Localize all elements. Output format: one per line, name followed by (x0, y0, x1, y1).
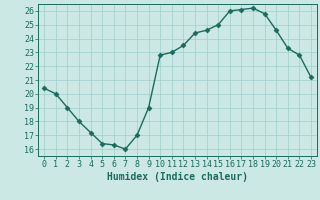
X-axis label: Humidex (Indice chaleur): Humidex (Indice chaleur) (107, 172, 248, 182)
